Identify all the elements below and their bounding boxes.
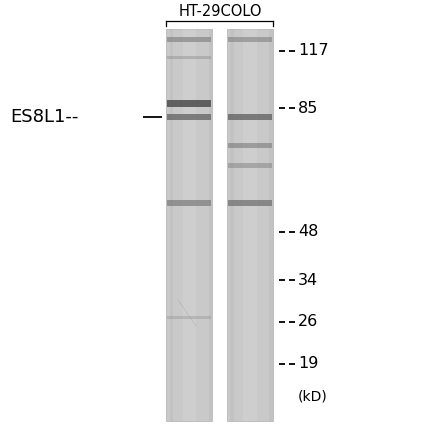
Text: 26: 26 <box>298 314 318 329</box>
Bar <box>167 114 212 120</box>
Bar <box>167 200 212 206</box>
Bar <box>228 37 272 42</box>
Bar <box>166 29 213 421</box>
Bar <box>183 29 196 421</box>
Text: 48: 48 <box>298 224 319 239</box>
Text: 19: 19 <box>298 356 319 371</box>
Bar <box>228 163 272 168</box>
Bar <box>209 29 213 421</box>
Text: 117: 117 <box>298 43 329 58</box>
Bar <box>228 143 272 148</box>
Bar <box>269 29 273 421</box>
Bar <box>228 200 272 206</box>
Bar <box>170 29 173 421</box>
Text: 85: 85 <box>298 101 319 116</box>
Bar <box>167 56 212 59</box>
Bar <box>228 114 272 120</box>
Bar <box>243 29 257 421</box>
Bar <box>227 29 273 421</box>
Bar <box>167 316 212 319</box>
Text: HT-29COLO: HT-29COLO <box>179 4 263 19</box>
Text: ES8L1--: ES8L1-- <box>11 108 79 126</box>
Bar <box>167 100 212 107</box>
Bar <box>231 29 234 421</box>
Text: 34: 34 <box>298 273 318 288</box>
Text: (kD): (kD) <box>298 390 328 404</box>
Bar <box>167 37 212 42</box>
